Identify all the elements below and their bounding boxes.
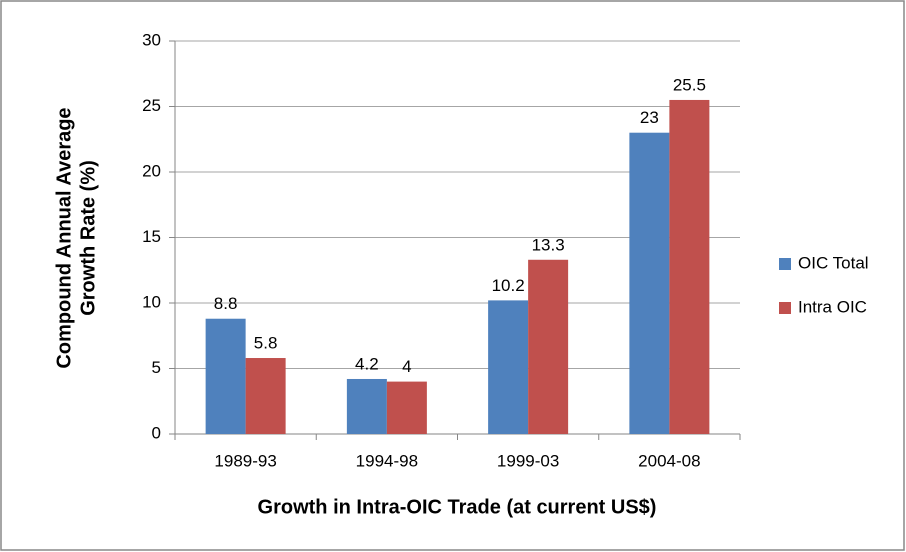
bar bbox=[528, 259, 569, 434]
data-label: 23 bbox=[640, 108, 659, 127]
x-tick-label: 2004-08 bbox=[638, 451, 700, 470]
x-tick-label: 1989-93 bbox=[214, 451, 276, 470]
data-label: 8.8 bbox=[214, 294, 238, 313]
y-tick-label: 20 bbox=[142, 161, 161, 180]
bar bbox=[629, 132, 670, 434]
x-axis-title: Growth in Intra-OIC Trade (at current US… bbox=[258, 496, 657, 518]
bar bbox=[386, 381, 427, 434]
data-label: 4.2 bbox=[355, 354, 379, 373]
y-axis-title-line: Compound Annual Average bbox=[53, 107, 75, 368]
legend-label: OIC Total bbox=[798, 253, 869, 272]
bar bbox=[205, 318, 246, 434]
bar bbox=[669, 99, 710, 434]
data-label: 10.2 bbox=[492, 276, 525, 295]
y-tick-label: 0 bbox=[152, 423, 161, 442]
data-label: 4 bbox=[402, 357, 411, 376]
x-tick-label: 1994-98 bbox=[356, 451, 418, 470]
legend-label: Intra OIC bbox=[798, 297, 867, 316]
bar bbox=[488, 300, 529, 434]
y-tick-label: 30 bbox=[142, 30, 161, 49]
y-tick-label: 10 bbox=[142, 292, 161, 311]
legend-swatch bbox=[779, 302, 791, 314]
y-axis-title: Compound Annual Average Growth Rate (%) bbox=[53, 107, 99, 368]
data-label: 13.3 bbox=[532, 235, 565, 254]
bar bbox=[346, 378, 387, 434]
data-label: 25.5 bbox=[673, 75, 706, 94]
y-axis-title-line: Growth Rate (%) bbox=[77, 160, 99, 316]
y-tick-label: 25 bbox=[142, 96, 161, 115]
y-tick-label: 5 bbox=[152, 358, 161, 377]
bar bbox=[245, 358, 286, 434]
y-tick-label: 15 bbox=[142, 227, 161, 246]
x-tick-label: 1999-03 bbox=[497, 451, 559, 470]
legend-swatch bbox=[779, 258, 791, 270]
data-label: 5.8 bbox=[254, 334, 278, 353]
